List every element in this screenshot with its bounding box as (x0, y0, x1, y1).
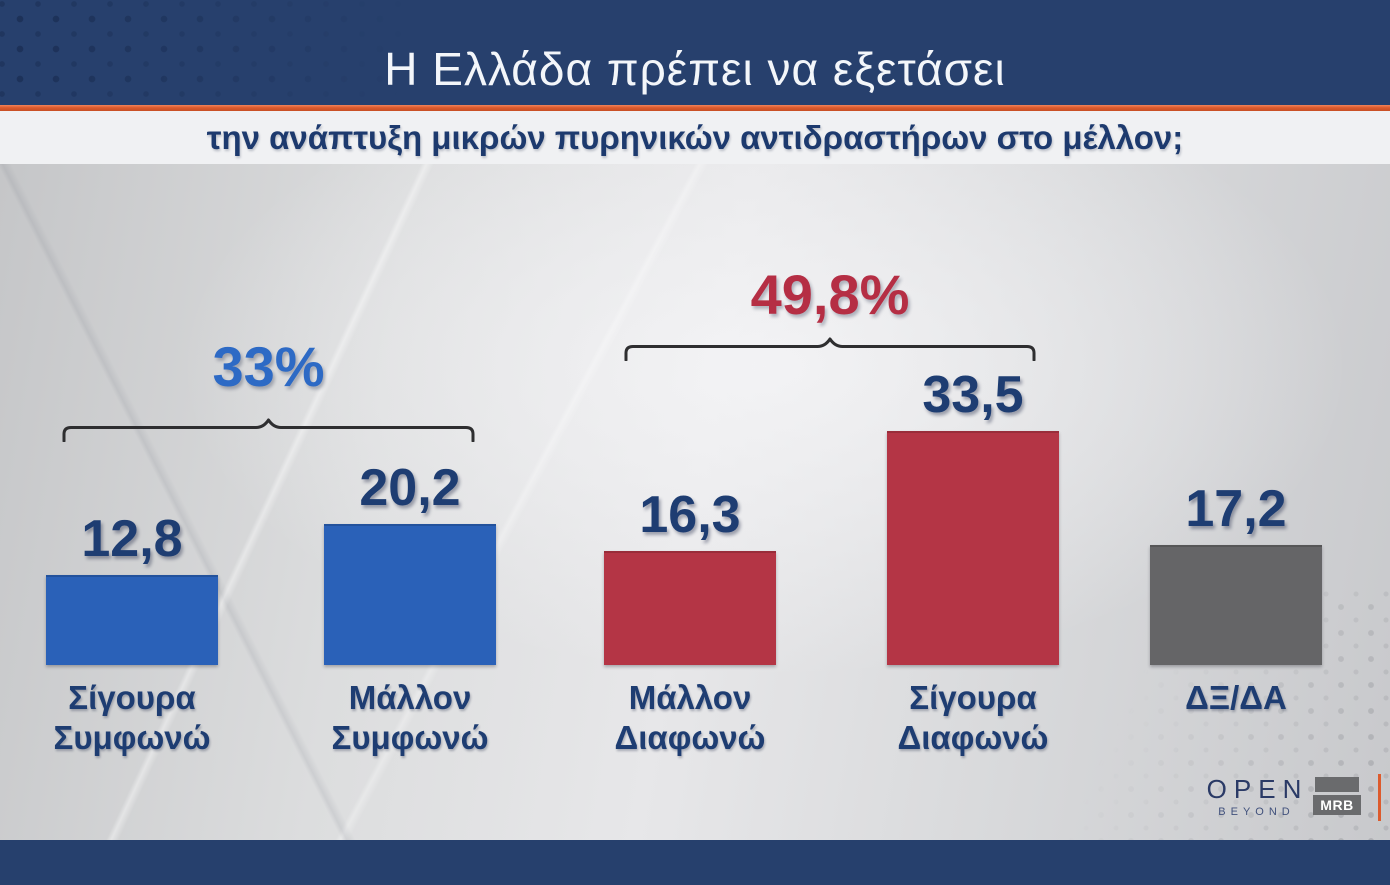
bar-column-dxda: 17,2 (1150, 300, 1322, 665)
bar-mallon-diafono (604, 550, 776, 665)
bar-column-sigoura-diafono: 33,5 (887, 300, 1059, 665)
bar-value-label: 12,8 (81, 510, 183, 569)
bar-mallon-symfono (324, 523, 496, 665)
header-dot-pattern (0, 0, 470, 105)
brace-agree-icon (60, 418, 477, 442)
bar-sigoura-diafono (887, 430, 1059, 665)
mrb-logo: MRB (1313, 777, 1361, 815)
category-label: ΔΞ/ΔΑ (1185, 679, 1287, 716)
poll-question: την ανάπτυξη μικρών πυρηνικών αντιδραστή… (206, 118, 1184, 156)
bar-dxda (1150, 544, 1322, 665)
bottom-bar (0, 840, 1390, 885)
bar-chart: 33% 49,8% 12,8 20,2 16,3 33,5 (0, 164, 1390, 840)
category-label: Σίγουρα Διαφωνώ (897, 679, 1049, 756)
header-bar: Η Ελλάδα πρέπει να εξετάσει (0, 0, 1390, 105)
bar-value-label: 20,2 (359, 458, 461, 517)
bar-value-label: 16,3 (639, 485, 741, 544)
category-label: Σίγουρα Συμφωνώ (53, 679, 211, 756)
bar-value-label: 33,5 (922, 365, 1024, 424)
mrb-logo-bar (1315, 777, 1359, 792)
subtitle-bar: την ανάπτυξη μικρών πυρηνικών αντιδραστή… (0, 111, 1390, 164)
orange-divider (0, 105, 1390, 111)
category-label: Μάλλον Διαφωνώ (614, 679, 766, 756)
open-logo-subtext: BEYOND (1218, 806, 1295, 818)
group-total-disagree: 49,8% (750, 263, 910, 326)
open-channel-logo: OPEN BEYOND (1198, 776, 1310, 818)
category-label: Μάλλον Συμφωνώ (331, 679, 489, 756)
bar-sigoura-symfono (46, 575, 218, 665)
bar-column-mallon-symfono: 20,2 (324, 300, 496, 665)
group-total-agree: 33% (212, 335, 325, 398)
open-logo-text: OPEN (1206, 774, 1309, 804)
bar-value-label: 17,2 (1185, 479, 1287, 538)
mrb-logo-text: MRB (1313, 795, 1361, 815)
bar-column-mallon-diafono: 16,3 (604, 300, 776, 665)
orange-edge-line (1378, 774, 1381, 821)
brace-disagree-icon (622, 337, 1038, 361)
bar-column-sigoura-symfono: 12,8 (46, 300, 218, 665)
page-title: Η Ελλάδα πρέπει να εξετάσει (384, 43, 1006, 95)
